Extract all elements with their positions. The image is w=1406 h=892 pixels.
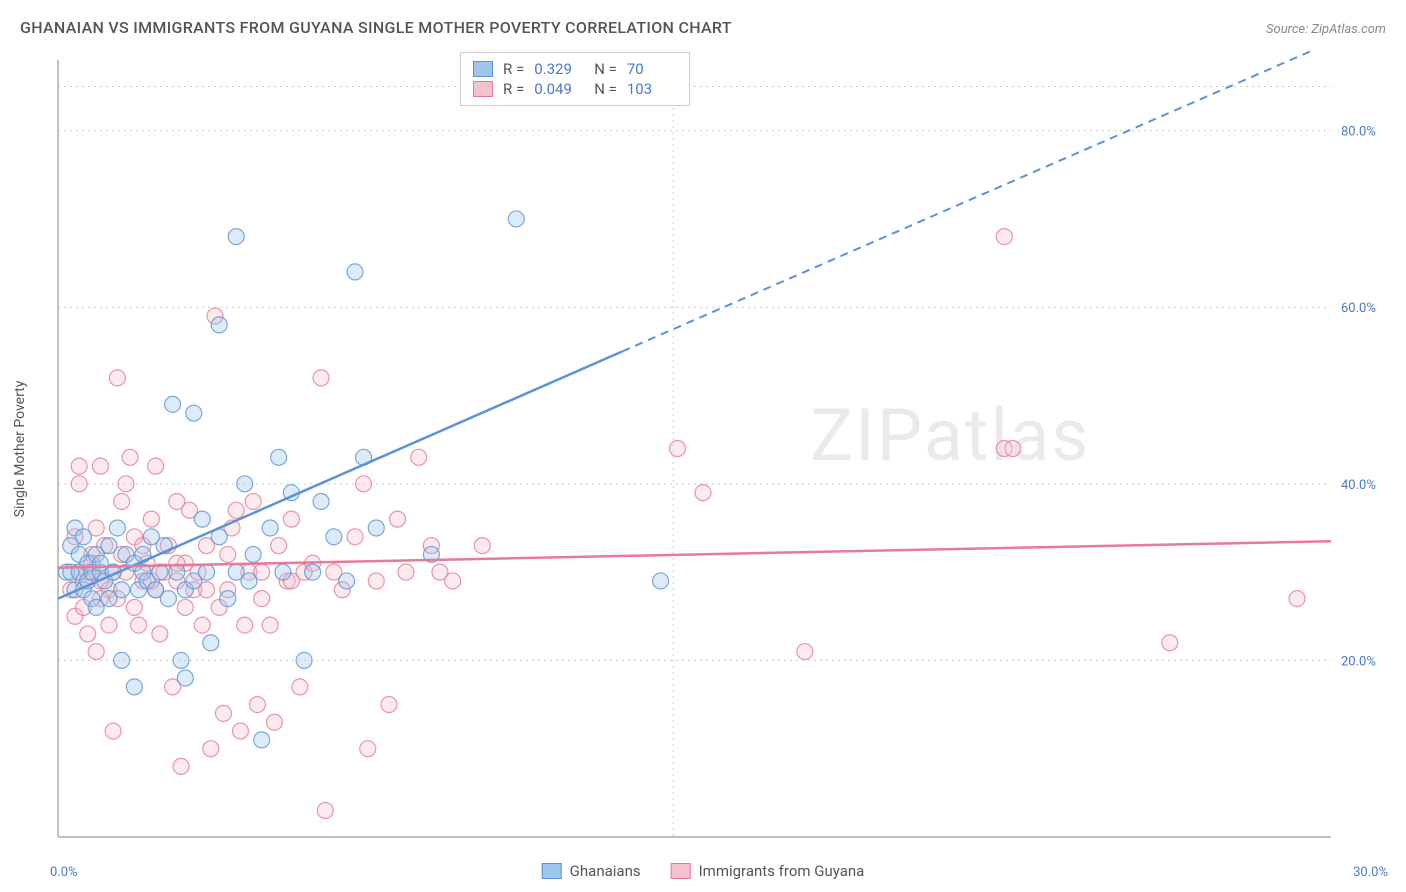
chart-header: GHANAIAN VS IMMIGRANTS FROM GUYANA SINGL… <box>20 18 1386 37</box>
n-value-ghanaians: 70 <box>627 60 677 78</box>
legend-item-guyana: Immigrants from Guyana <box>671 862 865 880</box>
x-tick-min: 0.0% <box>50 865 78 880</box>
chart-title: GHANAIAN VS IMMIGRANTS FROM GUYANA SINGL… <box>20 18 732 37</box>
svg-text:80.0%: 80.0% <box>1341 125 1376 140</box>
legend-item-ghanaians: Ghanaians <box>542 862 641 880</box>
scatter-chart: ZIPatlas 20.0% 40.0% 60.0% 80.0% <box>50 50 1396 847</box>
r-value-guyana: 0.049 <box>534 80 584 98</box>
swatch-guyana <box>473 81 493 97</box>
svg-text:40.0%: 40.0% <box>1341 478 1376 493</box>
y-axis-label: Single Mother Poverty <box>12 380 28 517</box>
legend-label-guyana: Immigrants from Guyana <box>699 862 865 880</box>
correlation-stats-box: R = 0.329 N = 70 R = 0.049 N = 103 <box>460 52 690 106</box>
r-label: R = <box>503 80 524 98</box>
plot-area: Single Mother Poverty ZIPatlas 20.0%40.0… <box>50 50 1396 847</box>
legend-swatch-guyana <box>671 863 691 879</box>
svg-text:60.0%: 60.0% <box>1341 301 1376 316</box>
legend-label-ghanaians: Ghanaians <box>570 862 641 880</box>
legend-swatch-ghanaians <box>542 863 562 879</box>
bottom-legend: Ghanaians Immigrants from Guyana <box>542 862 865 880</box>
n-label: N = <box>594 60 617 78</box>
watermark-text: ZIPatlas <box>810 393 1090 478</box>
stats-row-ghanaians: R = 0.329 N = 70 <box>473 59 677 79</box>
n-value-guyana: 103 <box>627 80 677 98</box>
r-value-ghanaians: 0.329 <box>534 60 584 78</box>
svg-text:20.0%: 20.0% <box>1341 654 1376 669</box>
stats-row-guyana: R = 0.049 N = 103 <box>473 79 677 99</box>
swatch-ghanaians <box>473 61 493 77</box>
n-label: N = <box>594 80 617 98</box>
x-tick-max: 30.0% <box>1353 865 1388 880</box>
r-label: R = <box>503 60 524 78</box>
source-attribution: Source: ZipAtlas.com <box>1266 22 1386 37</box>
